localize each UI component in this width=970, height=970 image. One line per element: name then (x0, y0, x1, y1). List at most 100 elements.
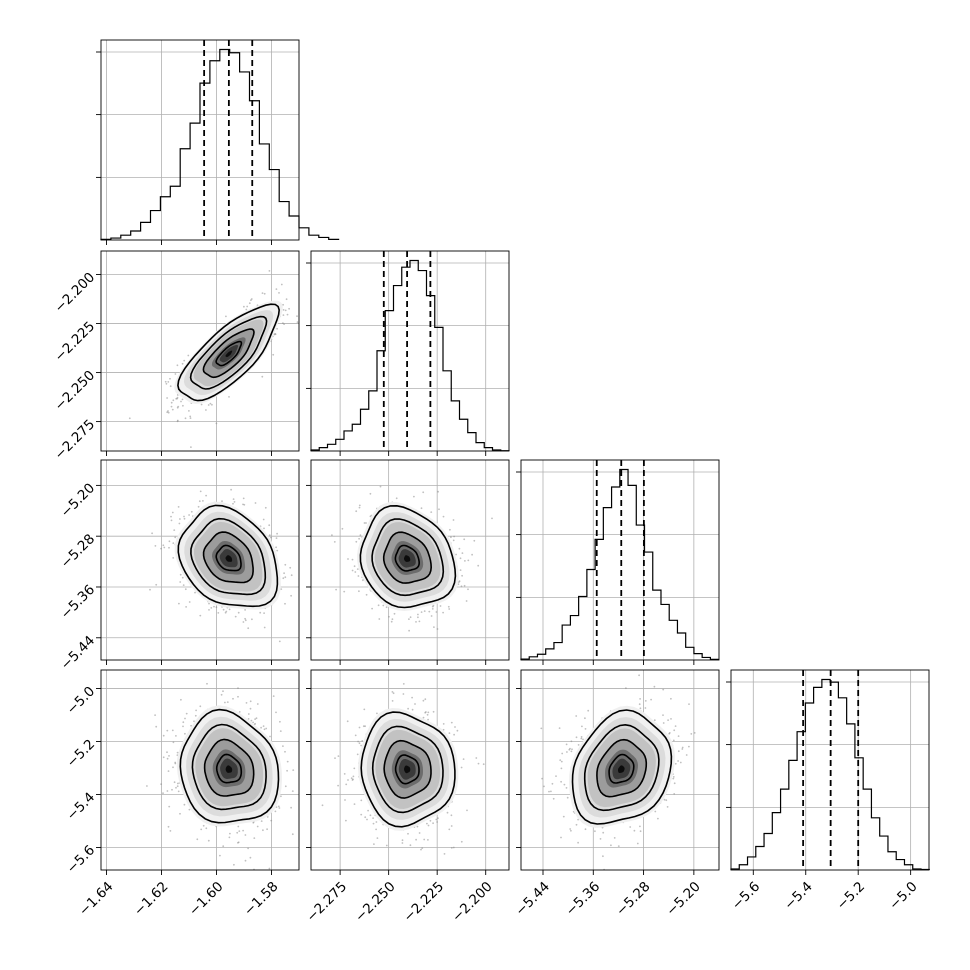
scatter-point (442, 723, 445, 725)
scatter-point (230, 488, 233, 491)
scatter-point (180, 400, 182, 403)
scatter-point (232, 697, 234, 700)
scatter-point (355, 540, 358, 543)
scatter-point (177, 506, 180, 508)
scatter-point (232, 498, 235, 500)
scatter-point (385, 606, 388, 609)
scatter-point (345, 819, 347, 822)
scatter-point (184, 588, 187, 591)
scatter-point (450, 721, 453, 724)
scatter-point (195, 709, 198, 712)
scatter-point (460, 766, 463, 769)
scatter-point (366, 818, 368, 821)
scatter-point (237, 695, 239, 698)
scatter-point (169, 830, 172, 832)
scatter-point (584, 728, 587, 730)
scatter-point (431, 608, 434, 610)
scatter-point (408, 629, 410, 632)
scatter-point (221, 500, 223, 503)
scatter-point (369, 814, 372, 817)
scatter-point (264, 506, 267, 509)
scatter-point (353, 767, 356, 770)
scatter-point (420, 611, 423, 613)
scatter-point (196, 838, 199, 841)
scatter-point (453, 733, 455, 736)
scatter-point (162, 756, 165, 759)
scatter-point (435, 611, 438, 613)
scatter-point (206, 682, 208, 685)
scatter-point (584, 828, 587, 831)
scatter-point (358, 726, 361, 729)
scatter-point (436, 821, 438, 823)
scatter-point (654, 810, 657, 813)
scatter-point (275, 537, 278, 539)
scatter-point (362, 579, 364, 582)
scatter-point (610, 844, 612, 847)
contour-2 (202, 328, 255, 379)
scatter-point (580, 736, 583, 738)
scatter-point (463, 584, 466, 587)
scatter-point (666, 806, 669, 808)
scatter-point (275, 546, 277, 549)
scatter-point (461, 552, 464, 554)
scatter-point (662, 714, 664, 716)
scatter-point (331, 534, 333, 536)
scatter-point (639, 707, 642, 710)
scatter-point (261, 375, 264, 378)
x-tick-label-3-1: −5.44 (512, 879, 553, 920)
scatter-point (423, 838, 426, 841)
scatter-point (473, 539, 476, 542)
scatter-point (437, 490, 439, 493)
panel-4-1 (96, 669, 300, 875)
scatter-point (565, 787, 568, 789)
scatter-point (416, 825, 419, 828)
scatter-point (202, 500, 204, 502)
panel-frame (100, 669, 300, 871)
contour-1 (215, 544, 242, 572)
scatter-point (222, 608, 225, 611)
scatter-point (168, 546, 170, 549)
scatter-point (558, 727, 561, 729)
scatter-point (283, 572, 285, 575)
scatter-point (168, 540, 171, 543)
scatter-point (432, 822, 434, 825)
scatter-point (272, 353, 275, 356)
scatter-point (181, 576, 184, 579)
scatter-point (162, 544, 165, 547)
scatter-point (407, 707, 409, 710)
scatter-point (188, 410, 190, 412)
scatter-point (420, 507, 423, 510)
scatter-point (270, 819, 273, 822)
scatter-point (362, 725, 365, 728)
scatter-point (337, 755, 340, 757)
scatter-point (268, 867, 271, 870)
x-tick-label-2-1: −2.275 (303, 879, 350, 926)
scatter-point (172, 741, 175, 744)
scatter-point (209, 402, 212, 405)
scatter-point (571, 748, 573, 751)
contour-4 (177, 504, 279, 608)
scatter-point (184, 732, 186, 735)
scatter-point (367, 809, 369, 812)
y-tick-label-4-1: −5.6 (64, 842, 98, 876)
scatter-point (453, 535, 455, 538)
scatter-point (428, 610, 431, 613)
scatter-point (570, 750, 573, 753)
scatter-point (286, 760, 289, 763)
scatter-point (448, 732, 451, 734)
scatter-point (541, 777, 543, 780)
scatter-point (426, 713, 429, 716)
scatter-point (255, 717, 258, 720)
scatter-point (282, 577, 285, 580)
scatter-point (228, 608, 231, 611)
scatter-point (561, 752, 564, 755)
scatter-point (285, 298, 288, 301)
scatter-point (653, 719, 656, 722)
scatter-point (263, 527, 265, 530)
scatter-point (347, 779, 349, 781)
scatter-point (284, 785, 287, 788)
scatter-point (226, 701, 229, 703)
scatter-point (278, 807, 281, 809)
scatter-point (167, 381, 170, 383)
scatter-point (167, 825, 170, 828)
